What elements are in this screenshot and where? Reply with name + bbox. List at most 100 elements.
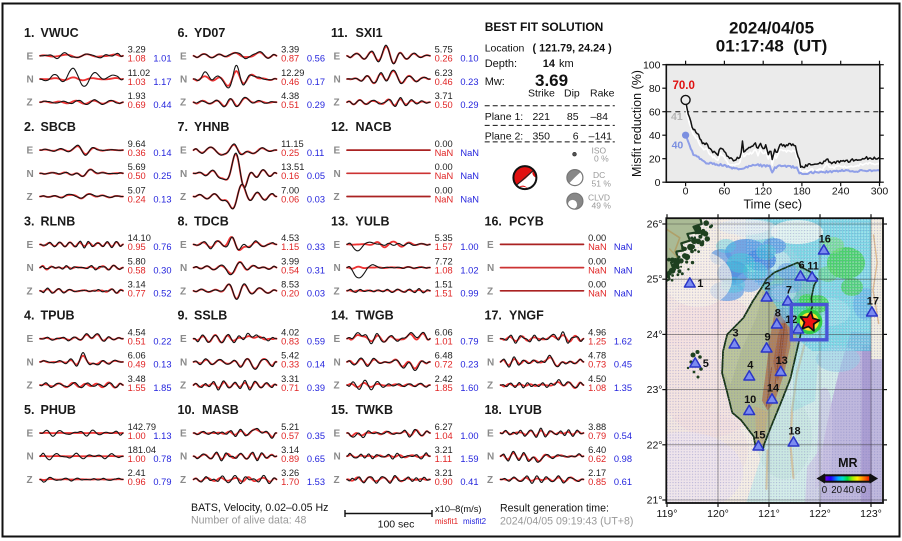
svg-text:N: N [334, 75, 341, 86]
svg-text:5.07: 5.07 [128, 185, 146, 195]
svg-text:3.31: 3.31 [281, 374, 299, 384]
svg-text:0.79: 0.79 [588, 431, 606, 441]
svg-text:5: 5 [703, 358, 709, 370]
svg-text:0.83: 0.83 [281, 337, 299, 347]
svg-text:7.: 7. [178, 120, 188, 134]
svg-text:12.29: 12.29 [281, 68, 304, 78]
svg-text:40: 40 [843, 485, 854, 496]
svg-text:0: 0 [822, 485, 828, 496]
svg-text:1.00: 1.00 [128, 454, 146, 464]
svg-text:0.76: 0.76 [153, 242, 171, 252]
svg-text:NaN: NaN [460, 171, 479, 181]
svg-text:0.57: 0.57 [281, 431, 299, 441]
svg-text:0.23: 0.23 [460, 360, 478, 370]
svg-text:NaN: NaN [435, 194, 454, 204]
svg-text:7.00: 7.00 [281, 185, 299, 195]
svg-text:MR: MR [838, 456, 857, 470]
svg-text:NaN: NaN [614, 265, 633, 275]
svg-text:12.: 12. [331, 120, 348, 134]
svg-text:1.11: 1.11 [435, 454, 452, 464]
svg-text:0.46: 0.46 [435, 77, 453, 87]
svg-text:9.64: 9.64 [128, 139, 146, 149]
svg-text:E: E [27, 334, 34, 345]
svg-text:2: 2 [765, 281, 771, 293]
svg-text:E: E [27, 51, 34, 62]
svg-text:0.13: 0.13 [153, 194, 171, 204]
svg-text:0.98: 0.98 [614, 454, 632, 464]
svg-text:0.00: 0.00 [588, 256, 606, 266]
svg-text:8: 8 [775, 308, 781, 320]
svg-text:0.90: 0.90 [435, 477, 453, 487]
svg-text:1.13: 1.13 [153, 431, 171, 441]
svg-text:0.33: 0.33 [281, 360, 299, 370]
svg-text:0.35: 0.35 [307, 431, 325, 441]
svg-text:0.29: 0.29 [460, 100, 478, 110]
svg-text:0.51: 0.51 [128, 337, 146, 347]
svg-text:20: 20 [831, 485, 842, 496]
svg-text:01:17:48 (UT): 01:17:48 (UT) [716, 37, 827, 56]
svg-text:6.06: 6.06 [435, 328, 453, 338]
svg-text:0.30: 0.30 [153, 265, 171, 275]
svg-text:1.55: 1.55 [128, 383, 146, 393]
svg-text:350: 350 [532, 130, 550, 142]
svg-text:ISO: ISO [592, 145, 607, 155]
svg-text:Z: Z [487, 286, 493, 297]
svg-text:0: 0 [655, 177, 661, 189]
svg-text:NaN: NaN [460, 194, 479, 204]
svg-text:6: 6 [798, 260, 804, 272]
svg-text:6.48: 6.48 [435, 351, 453, 361]
svg-text:181.04: 181.04 [128, 445, 156, 455]
svg-text:4.78: 4.78 [588, 351, 606, 361]
svg-text:6.23: 6.23 [435, 68, 453, 78]
svg-text:123°: 123° [860, 508, 882, 520]
svg-text:0.36: 0.36 [128, 148, 146, 158]
svg-text:E: E [487, 429, 494, 440]
svg-text:0.65: 0.65 [307, 454, 325, 464]
svg-text:1: 1 [697, 278, 703, 290]
svg-text:YNGF: YNGF [509, 309, 544, 323]
svg-text:YD07: YD07 [194, 26, 225, 40]
svg-text:Number of alive data: 48: Number of alive data: 48 [191, 514, 307, 526]
svg-text:26°: 26° [647, 219, 663, 231]
svg-text:1.85: 1.85 [153, 383, 171, 393]
svg-text:1.57: 1.57 [435, 242, 453, 252]
svg-text:km: km [559, 58, 574, 70]
svg-text:2024/04/05 09:19:43 (UT+8): 2024/04/05 09:19:43 (UT+8) [500, 516, 633, 528]
svg-text:0.59: 0.59 [307, 337, 325, 347]
svg-text:Location: Location [485, 42, 525, 54]
svg-text:0.69: 0.69 [128, 100, 146, 110]
svg-text:0.72: 0.72 [435, 360, 453, 370]
svg-text:0.99: 0.99 [460, 289, 478, 299]
svg-text:1.00: 1.00 [128, 431, 146, 441]
svg-text:Z: Z [27, 192, 33, 203]
svg-text:4.: 4. [24, 309, 34, 323]
svg-text:NaN: NaN [435, 171, 454, 181]
svg-text:6.06: 6.06 [128, 351, 146, 361]
svg-text:16: 16 [819, 234, 831, 246]
svg-text:0.20: 0.20 [281, 289, 299, 299]
svg-text:3.: 3. [24, 214, 34, 228]
svg-text:1.03: 1.03 [128, 77, 146, 87]
svg-text:SSLB: SSLB [194, 309, 227, 323]
svg-text:LYUB: LYUB [509, 403, 542, 417]
svg-text:0.22: 0.22 [153, 337, 171, 347]
svg-text:17.: 17. [485, 309, 502, 323]
svg-text:Z: Z [180, 98, 186, 109]
svg-text:NaN: NaN [614, 242, 633, 252]
svg-text:6.27: 6.27 [435, 422, 453, 432]
svg-text:0.45: 0.45 [614, 360, 632, 370]
svg-text:N: N [27, 357, 34, 368]
svg-text:18: 18 [788, 426, 800, 438]
svg-text:120°: 120° [707, 508, 729, 520]
svg-text:NaN: NaN [588, 289, 607, 299]
svg-text:Z: Z [334, 192, 340, 203]
svg-text:0.23: 0.23 [460, 77, 478, 87]
svg-text:E: E [180, 429, 187, 440]
svg-text:N: N [487, 452, 494, 463]
svg-text:17: 17 [867, 296, 879, 308]
svg-text:100 sec: 100 sec [378, 519, 415, 531]
svg-text:70.0: 70.0 [673, 80, 695, 92]
svg-text:N: N [180, 452, 187, 463]
svg-text:2.41: 2.41 [128, 468, 146, 478]
svg-text:0.00: 0.00 [588, 233, 606, 243]
